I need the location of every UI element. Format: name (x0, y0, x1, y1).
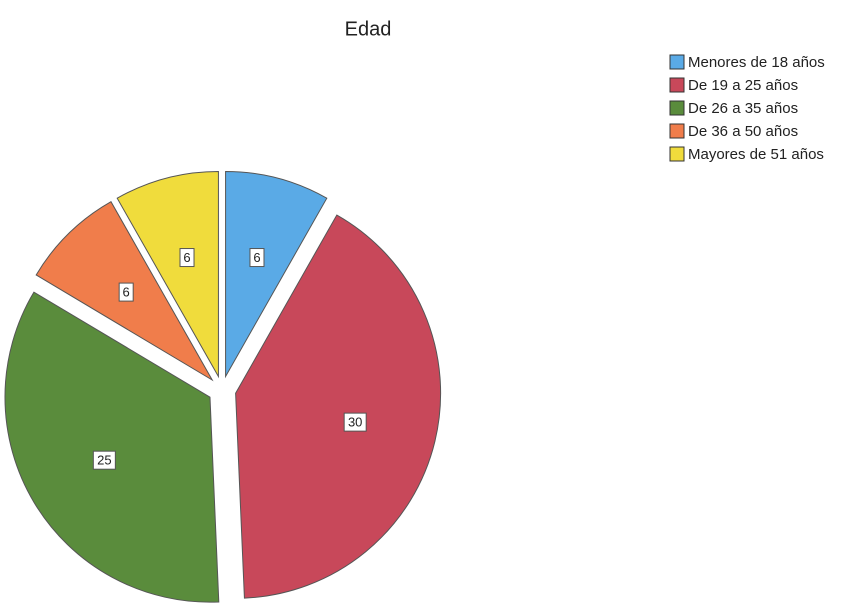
value-label-box (92, 450, 116, 470)
legend-text: Menores de 18 años (688, 54, 825, 71)
value-label: 6 (253, 250, 260, 265)
legend-text: De 26 a 35 años (688, 100, 798, 117)
chart-title: Edad (345, 18, 392, 40)
legend-text: De 36 a 50 años (688, 123, 798, 140)
pie-slice (235, 214, 442, 599)
value-label-box (343, 412, 367, 432)
legend-swatch (669, 100, 685, 116)
value-label: 6 (123, 285, 130, 300)
value-label-box (249, 248, 265, 268)
legend-text: De 19 a 25 años (688, 77, 798, 94)
legend-swatch (669, 146, 685, 162)
pie-slice (116, 170, 219, 379)
value-label: 25 (97, 453, 111, 468)
pie-slice (225, 170, 328, 379)
legend-swatch (669, 54, 685, 70)
value-label-box (179, 248, 195, 268)
legend-swatch (669, 77, 685, 93)
legend-text: Mayores de 51 años (688, 146, 824, 163)
pie-slice (4, 291, 220, 603)
value-label: 30 (348, 415, 362, 430)
value-label: 6 (183, 250, 190, 265)
legend-swatch (669, 123, 685, 139)
value-label-box (118, 282, 134, 302)
